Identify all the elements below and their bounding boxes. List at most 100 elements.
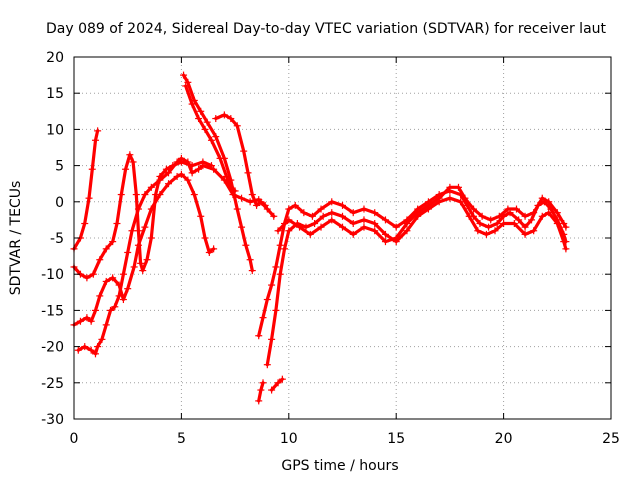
data-point — [102, 245, 110, 253]
data-point — [173, 158, 181, 166]
data-point — [392, 234, 400, 242]
data-point — [317, 223, 325, 231]
data-point — [143, 256, 151, 264]
data-point — [371, 209, 379, 217]
data-point — [562, 245, 570, 253]
x-axis-label: GPS time / hours — [281, 458, 398, 474]
data-point — [124, 248, 132, 256]
data-point — [403, 220, 411, 228]
data-point — [263, 361, 271, 369]
data-point — [553, 220, 561, 228]
y-tick-label: -10 — [41, 267, 64, 283]
data-point — [184, 158, 192, 166]
data-point — [180, 71, 188, 79]
data-point — [119, 270, 127, 278]
data-point — [117, 191, 125, 199]
data-point — [291, 201, 299, 209]
series-arc-7 — [212, 111, 269, 209]
data-point — [319, 212, 327, 220]
data-point — [134, 241, 142, 249]
axes: 0 5 10 15 20 25 -30 -25 -20 -15 -10 -5 0 5 10 15 20 — [41, 50, 620, 447]
data-point — [88, 165, 96, 173]
data-point — [381, 238, 389, 246]
data-point — [113, 220, 121, 228]
data-point — [349, 209, 357, 217]
data-point — [111, 303, 119, 311]
data-point — [306, 230, 314, 238]
data-point — [147, 183, 155, 191]
data-point — [132, 191, 140, 199]
data-point — [248, 267, 256, 275]
data-point — [553, 209, 561, 217]
data-point — [129, 158, 137, 166]
data-point — [259, 379, 267, 387]
data-point — [285, 227, 293, 235]
data-point — [184, 78, 192, 86]
data-point — [274, 379, 282, 387]
data-point — [184, 176, 192, 184]
data-point — [96, 256, 104, 264]
data-point — [177, 154, 185, 162]
data-point — [238, 223, 246, 231]
data-point — [521, 223, 529, 231]
data-point — [122, 165, 130, 173]
data-point — [538, 212, 546, 220]
data-point — [545, 198, 553, 206]
x-tick-label: 5 — [177, 431, 186, 447]
data-point — [240, 147, 248, 155]
data-point — [560, 220, 568, 228]
data-point — [272, 263, 280, 271]
data-point — [311, 220, 319, 228]
data-point — [461, 194, 469, 202]
data-point — [274, 227, 282, 235]
series-arc-8 — [255, 379, 267, 405]
series-arc-4 — [74, 154, 278, 358]
data-point — [528, 216, 536, 224]
data-point — [521, 212, 529, 220]
data-point — [141, 191, 149, 199]
x-tick-label: 10 — [280, 431, 298, 447]
data-point — [124, 285, 132, 293]
grid-lines — [74, 57, 611, 419]
data-point — [248, 191, 256, 199]
data-point — [278, 375, 286, 383]
data-point — [485, 223, 493, 231]
series-arc-12 — [274, 183, 570, 246]
data-point — [403, 227, 411, 235]
data-point — [263, 296, 271, 304]
data-point — [96, 292, 104, 300]
y-tick-label: 15 — [46, 86, 64, 102]
x-tick-label: 15 — [387, 431, 405, 447]
data-point — [339, 223, 346, 231]
data-point — [177, 170, 185, 178]
series-arc-10 — [255, 187, 570, 340]
data-point — [216, 154, 224, 162]
data-point — [210, 245, 218, 253]
data-point — [504, 205, 512, 213]
data-point — [165, 169, 173, 177]
data-point — [227, 183, 235, 191]
data-point — [349, 230, 357, 238]
data-point — [510, 220, 518, 228]
y-tick-label: 0 — [55, 195, 64, 211]
data-point — [83, 274, 91, 282]
data-point — [91, 306, 99, 314]
data-point — [339, 201, 346, 209]
data-point — [349, 220, 357, 228]
data-point — [91, 350, 99, 358]
data-point — [141, 223, 149, 231]
data-point — [328, 209, 336, 217]
data-point — [130, 263, 138, 271]
data-point — [246, 256, 254, 264]
data-point — [156, 176, 164, 184]
y-tick-label: 20 — [46, 50, 64, 66]
series-line — [184, 84, 237, 193]
data-point — [285, 205, 293, 213]
data-point — [89, 270, 97, 278]
data-point — [220, 111, 228, 119]
data-point — [74, 346, 82, 354]
data-point — [414, 209, 422, 217]
data-point — [188, 100, 196, 108]
data-point — [244, 169, 252, 177]
